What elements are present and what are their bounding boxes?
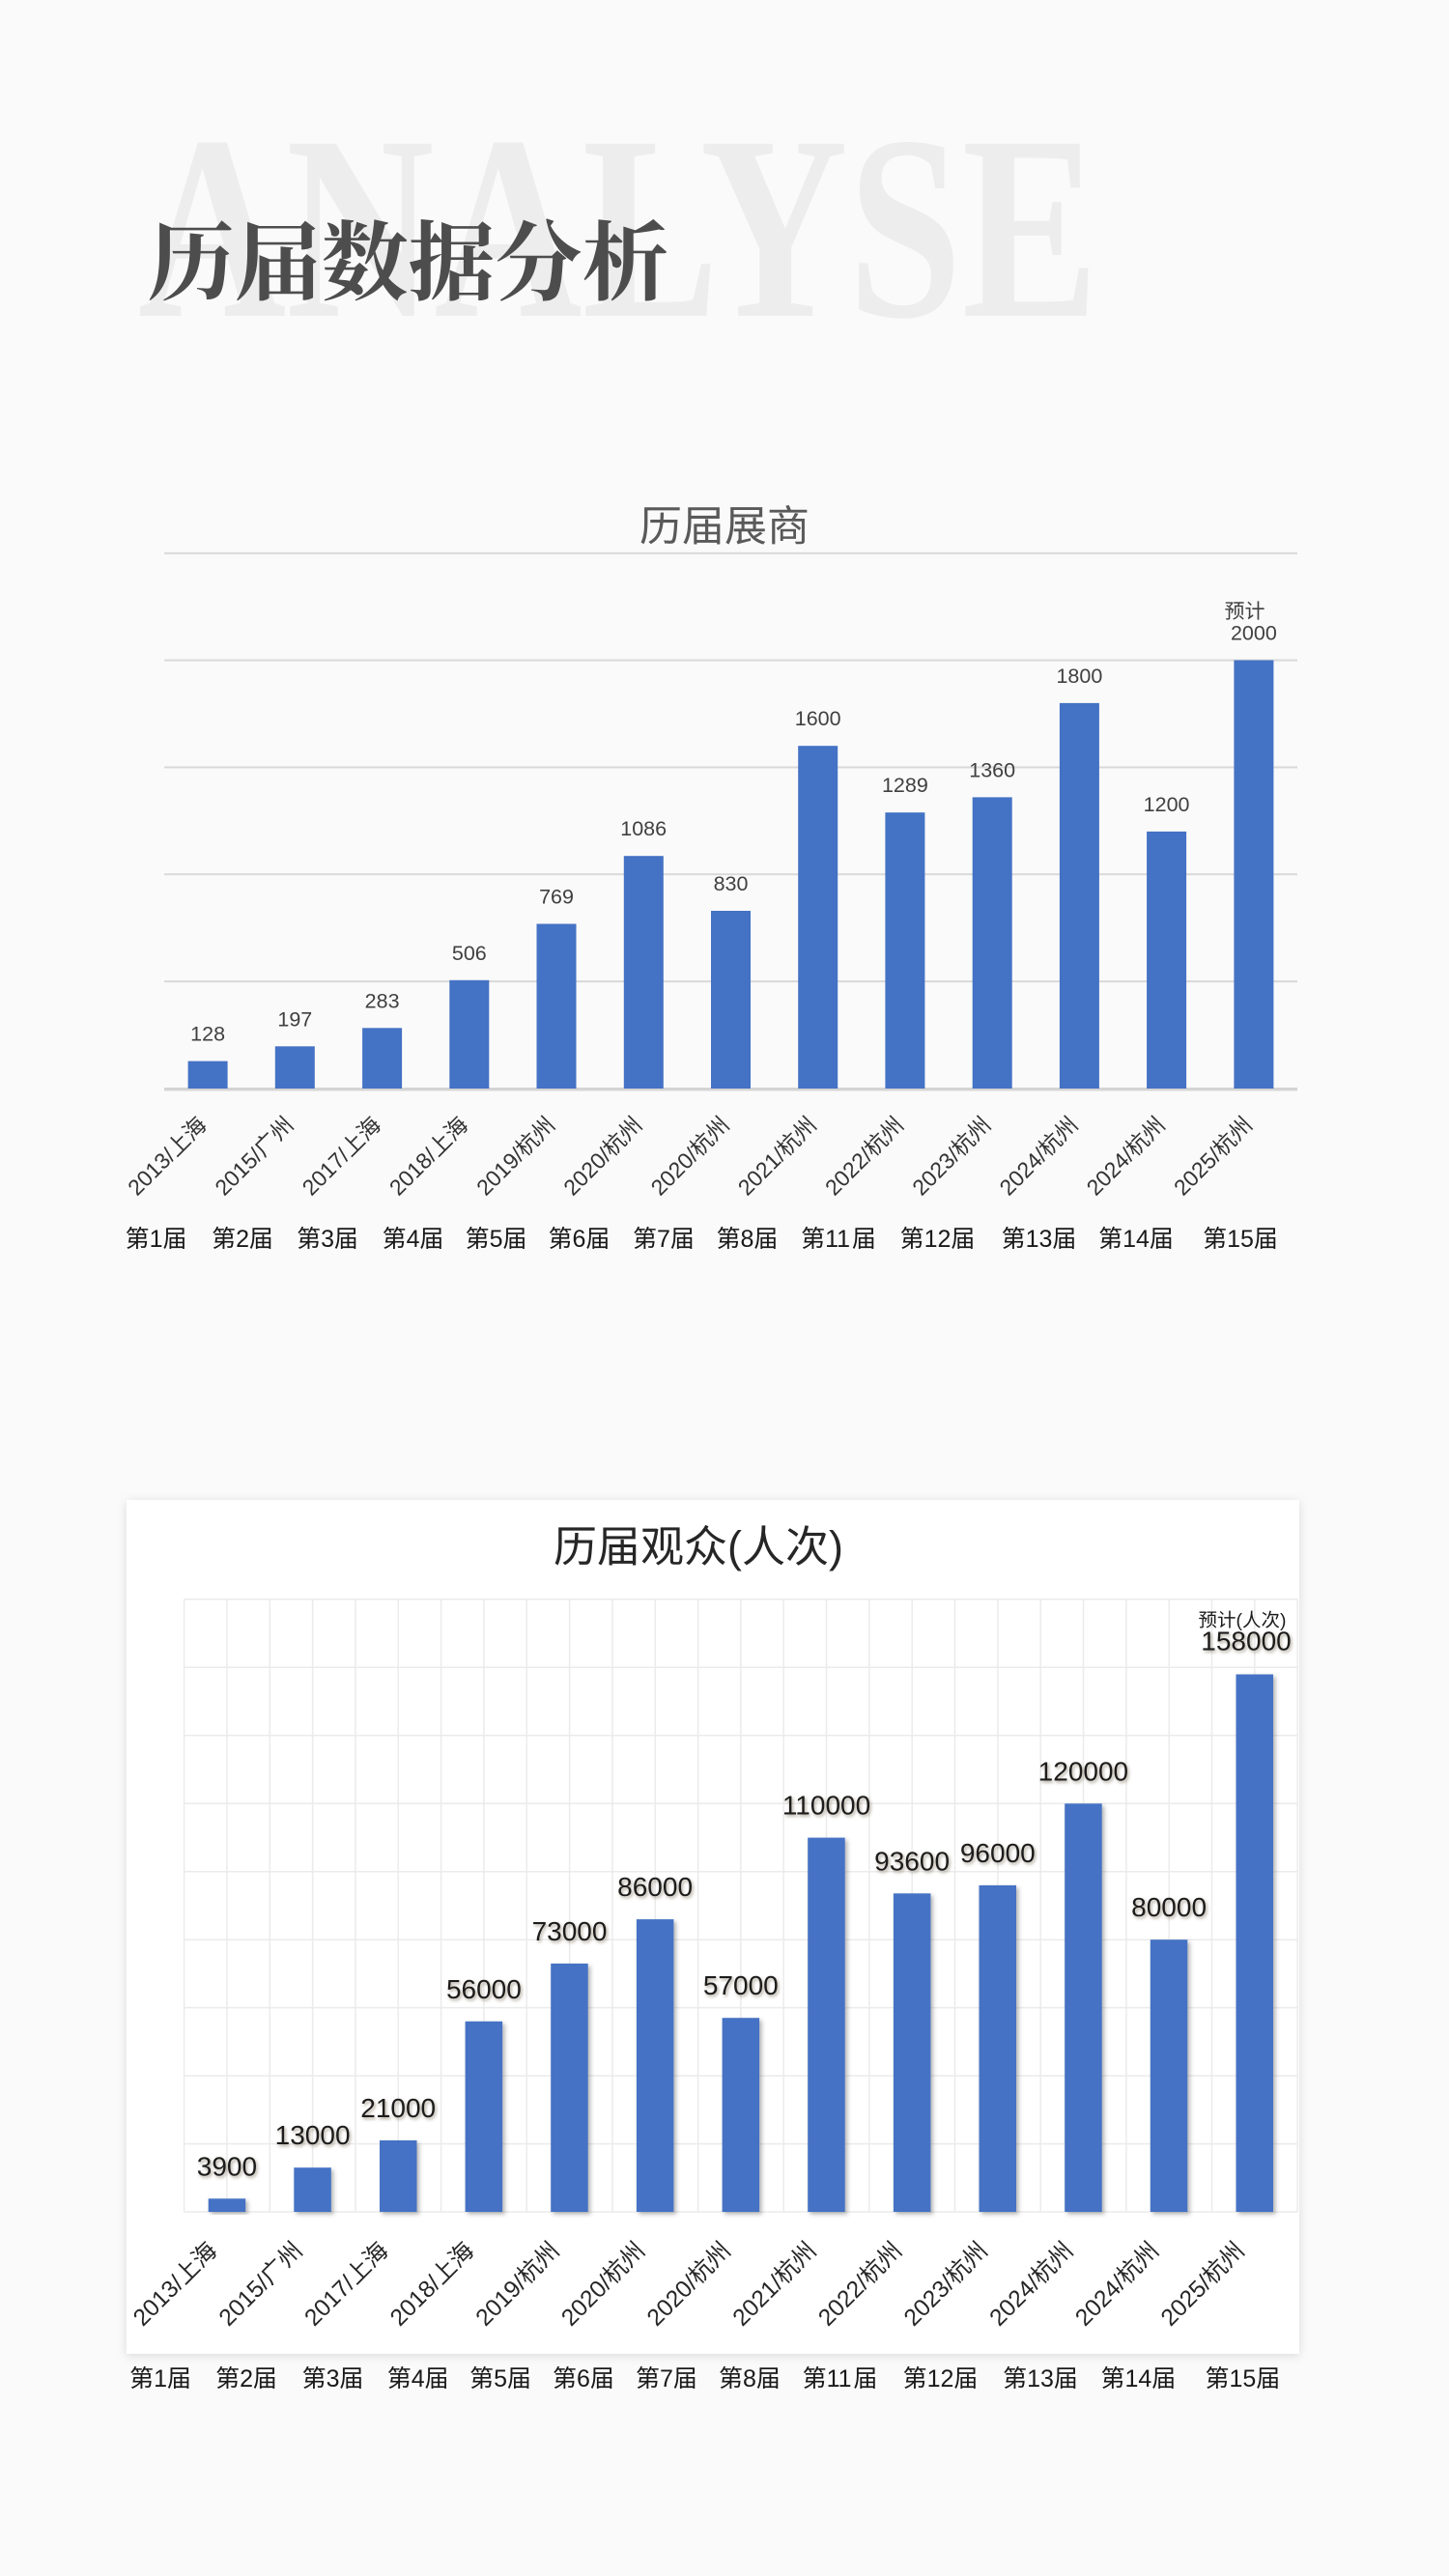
svg-text:86000: 86000 <box>617 1872 693 1902</box>
svg-text:769: 769 <box>539 886 574 909</box>
svg-text:506: 506 <box>452 942 487 965</box>
svg-text:14: 14 <box>1122 1226 1150 1253</box>
svg-text:1: 1 <box>150 1226 163 1253</box>
svg-text:2000: 2000 <box>1231 622 1277 645</box>
svg-text:1360: 1360 <box>969 758 1015 781</box>
svg-text:6: 6 <box>577 2365 590 2392</box>
svg-text:(: ( <box>727 1522 742 1571</box>
svg-text:8: 8 <box>741 1226 754 1253</box>
svg-text:128: 128 <box>190 1023 225 1046</box>
svg-text:21000: 21000 <box>360 2093 436 2123</box>
svg-text:(: ( <box>1236 1610 1243 1631</box>
svg-text:7: 7 <box>660 2365 673 2392</box>
svg-text:73000: 73000 <box>532 1916 608 1946</box>
svg-text:1: 1 <box>154 2365 167 2392</box>
svg-text:15: 15 <box>1230 2365 1257 2392</box>
svg-text:830: 830 <box>714 872 749 895</box>
svg-text:6: 6 <box>573 1226 586 1253</box>
svg-text:13: 13 <box>1026 1226 1053 1253</box>
svg-text:3900: 3900 <box>197 2151 257 2181</box>
svg-text:11: 11 <box>827 2365 852 2392</box>
svg-text:12: 12 <box>924 1226 952 1253</box>
svg-text:15: 15 <box>1227 1226 1254 1253</box>
svg-text:2: 2 <box>240 2365 253 2392</box>
svg-text:57000: 57000 <box>703 1970 779 2000</box>
svg-text:4: 4 <box>407 1226 420 1253</box>
svg-text:4: 4 <box>412 2365 425 2392</box>
svg-text:3: 3 <box>327 2365 340 2392</box>
svg-text:12: 12 <box>927 2365 954 2392</box>
svg-text:1289: 1289 <box>882 774 928 797</box>
svg-text:): ) <box>1280 1610 1287 1631</box>
svg-text:283: 283 <box>365 989 400 1012</box>
svg-text:7: 7 <box>657 1226 670 1253</box>
svg-text:1600: 1600 <box>795 707 841 730</box>
svg-text:11: 11 <box>825 1226 850 1253</box>
svg-text:158000: 158000 <box>1201 1626 1291 1656</box>
svg-text:93600: 93600 <box>874 1846 950 1876</box>
svg-text:8: 8 <box>743 2365 756 2392</box>
svg-text:): ) <box>829 1522 843 1571</box>
svg-text:1800: 1800 <box>1056 665 1102 688</box>
svg-text:13000: 13000 <box>275 2120 351 2150</box>
svg-text:96000: 96000 <box>960 1838 1036 1868</box>
svg-text:110000: 110000 <box>782 1791 870 1821</box>
svg-text:120000: 120000 <box>1038 1756 1128 1786</box>
svg-text:1086: 1086 <box>620 817 667 840</box>
svg-text:56000: 56000 <box>446 1974 522 2004</box>
svg-text:14: 14 <box>1125 2365 1152 2392</box>
svg-text:13: 13 <box>1027 2365 1054 2392</box>
svg-text:5: 5 <box>490 1226 503 1253</box>
svg-text:2: 2 <box>236 1226 249 1253</box>
svg-text:197: 197 <box>277 1007 312 1031</box>
svg-text:3: 3 <box>321 1226 334 1253</box>
svg-text:80000: 80000 <box>1131 1892 1207 1922</box>
svg-text:5: 5 <box>494 2365 507 2392</box>
svg-text:1200: 1200 <box>1144 793 1190 816</box>
